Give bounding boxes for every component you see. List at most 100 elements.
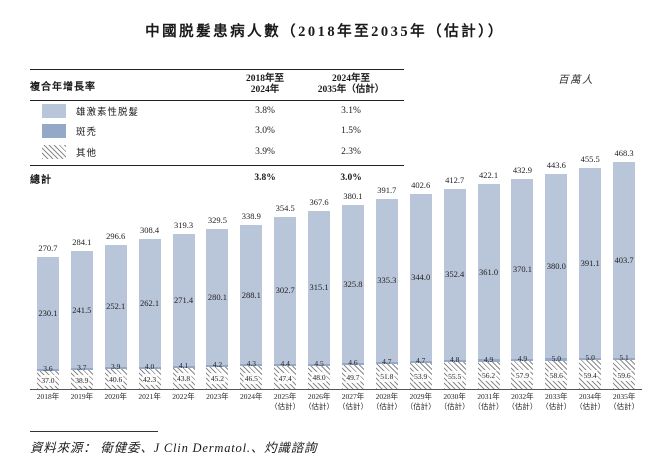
bar-column: 367.6 315.1 4.5 48.0 2026年 （估計） [302, 154, 336, 411]
label-androgenetic: 344.0 [411, 272, 431, 283]
x-axis-label: 2032年 （估計） [507, 392, 538, 411]
x-axis-label: 2034年 （估計） [575, 392, 606, 411]
label-areata: 3.7 [77, 363, 87, 373]
label-other: 45.2 [209, 373, 225, 385]
label-total: 296.6 [106, 231, 126, 242]
x-axis-line [30, 389, 642, 390]
label-areata: 4.9 [483, 354, 494, 364]
label-total: 443.6 [546, 159, 566, 170]
cagr-total-row: 總計 3.8% 3.0% [30, 164, 404, 190]
label-total: 422.1 [478, 170, 499, 181]
bar-column: 468.3 403.7 5.1 59.6 2035年 （估計） [607, 148, 641, 411]
label-other: 40.6 [108, 374, 124, 386]
bar-segment-areata [511, 358, 534, 361]
bar-segment-androgenetic [545, 173, 568, 359]
label-androgenetic: 252.1 [106, 301, 126, 312]
bar-segment-areata [36, 369, 59, 372]
bar-segment-androgenetic [511, 179, 534, 359]
legend-swatch-androgenetic-icon [42, 103, 66, 118]
x-axis-label: 2026年 （估計） [304, 392, 335, 411]
label-total: 432.9 [512, 165, 532, 176]
x-axis-label: 2030年 （估計） [439, 392, 470, 411]
legend-label-other: 其他 [30, 144, 232, 159]
label-androgenetic: 370.1 [512, 263, 532, 274]
label-areata: 4.5 [314, 358, 324, 368]
x-axis-label: 2029年 （估計） [405, 392, 436, 411]
cagr-value: 1.5% [341, 126, 361, 137]
bar-segment-androgenetic [70, 251, 93, 369]
label-androgenetic: 271.4 [173, 294, 194, 305]
cagr-value: 3.0% [255, 126, 275, 137]
bar-segment-areata [240, 364, 263, 367]
legend-row-other: 其他 3.9% 2.3% [30, 142, 404, 162]
bar-segment-areata [104, 367, 127, 370]
x-axis-label: 2035年 （估計） [609, 392, 640, 411]
bar-column: 380.1 325.8 4.6 49.7 2027年 （估計） [336, 154, 370, 411]
legend-text-androgenetic: 雄激素性脱髮 [76, 107, 140, 118]
x-axis-label: 2028年 （估計） [371, 392, 402, 411]
bar-column: 308.4 262.1 4.0 42.3 2021年 [133, 154, 167, 401]
label-androgenetic: 280.1 [207, 292, 227, 303]
source-divider [30, 431, 158, 432]
label-other: 51.8 [379, 371, 395, 383]
label-other: 38.9 [74, 374, 90, 386]
bar-segment-areata [172, 365, 195, 368]
x-axis-label: 2020年 [104, 392, 127, 401]
source-note: 資料來源： 衛健委、J Clin Dermatol.、灼識諮詢 [30, 441, 318, 455]
cagr-col2-header: 2024年至 2035年（估計） [298, 74, 404, 97]
legend-label-areata: 斑禿 [30, 124, 232, 139]
x-axis-label: 2027年 （估計） [337, 392, 368, 411]
label-total: 391.7 [377, 184, 397, 195]
label-other: 57.9 [514, 369, 530, 381]
stacked-bar [477, 184, 500, 389]
cagr-value: 3.9% [255, 146, 275, 157]
label-areata: 4.7 [382, 356, 392, 366]
label-areata: 4.6 [348, 357, 358, 367]
bar-column: 391.7 335.3 4.7 51.8 2028年 （估計） [370, 154, 404, 411]
cagr-col1-line2: 2024年 [250, 85, 280, 96]
label-androgenetic: 391.1 [580, 257, 600, 268]
label-areata: 4.9 [517, 353, 528, 363]
label-other: 48.0 [311, 372, 327, 384]
label-androgenetic: 335.3 [377, 275, 397, 286]
bar-column: 338.9 288.1 4.3 46.5 2024年 [234, 154, 268, 401]
label-total: 354.5 [275, 203, 295, 214]
x-axis-label: 2018年 [36, 392, 60, 401]
label-total: 270.7 [38, 243, 58, 254]
bar-segment-androgenetic [274, 217, 297, 364]
cagr-col2-line2: 2035年（估計） [317, 85, 385, 96]
bar-column: 455.5 391.1 5.0 59.4 2034年 （估計） [573, 154, 607, 411]
bar-segment-areata [308, 363, 331, 366]
label-total: 338.9 [241, 210, 261, 221]
bar-segment-areata [579, 357, 602, 361]
cagr-col1-line1: 2018年至 [245, 74, 284, 84]
legend-swatch-other-icon [42, 144, 66, 159]
legend-label-androgenetic: 雄激素性脱髮 [30, 103, 232, 118]
label-other: 56.2 [480, 370, 497, 382]
label-areata: 4.1 [178, 360, 189, 370]
bar-column: 443.6 380.0 5.0 58.6 2033年 （估計） [539, 154, 573, 411]
unit-label: 百萬人 [558, 75, 594, 86]
cagr-table-header: 複合年增長率 2018年至 2024年 2024年至 2035年（估計） [30, 69, 404, 101]
label-androgenetic: 352.4 [445, 269, 465, 280]
stacked-bar-chart: 270.7 230.1 3.6 37.0 2018年 284.1 241.5 3.7 38.9 2… [31, 148, 641, 411]
label-total: 380.1 [343, 190, 363, 201]
label-androgenetic: 288.1 [241, 289, 261, 300]
label-other: 43.8 [175, 373, 192, 385]
label-androgenetic: 302.7 [275, 285, 295, 296]
bar-segment-areata [70, 368, 93, 371]
label-other: 49.7 [345, 371, 361, 383]
label-androgenetic: 403.7 [614, 254, 634, 265]
label-areata: 3.9 [111, 362, 121, 372]
bar-segment-androgenetic [613, 161, 636, 358]
label-total: 412.7 [445, 174, 465, 185]
cagr-total-label: 總計 [30, 174, 52, 186]
bar-segment-androgenetic [341, 204, 364, 363]
x-axis-label: 2023年 [206, 392, 229, 401]
cagr-header-label: 複合年增長率 [30, 81, 96, 93]
bar-column: 296.6 252.1 3.9 40.6 2020年 [99, 154, 133, 401]
label-androgenetic: 315.1 [309, 282, 329, 293]
label-areata: 5.1 [619, 353, 629, 363]
cagr-total-value: 3.0% [340, 173, 362, 184]
x-axis-label: 2024年 [240, 392, 263, 401]
